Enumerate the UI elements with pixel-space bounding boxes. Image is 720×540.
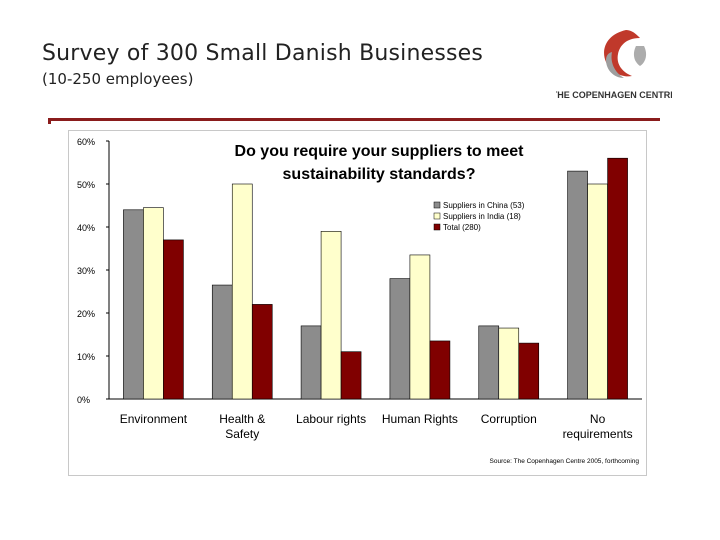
bar — [567, 170, 588, 400]
bar — [607, 157, 628, 400]
logo-mark-icon — [604, 30, 647, 78]
y-tick-label: 50% — [77, 180, 95, 190]
chart-title: Do you require your suppliers to meet — [235, 143, 525, 160]
bar — [231, 183, 253, 400]
bar — [251, 304, 273, 400]
chart-frame: 0% 10% 20% 30% 40% 50% 60% Environment Health & S… — [68, 130, 647, 476]
bar — [587, 183, 608, 400]
bar — [340, 351, 362, 400]
y-tick-label: 20% — [77, 309, 95, 319]
legend-label: Suppliers in China (53) — [443, 201, 525, 210]
legend-swatch — [433, 212, 441, 220]
legend-label: Suppliers in India (18) — [443, 212, 521, 221]
legend-swatch — [433, 201, 441, 209]
bar — [389, 278, 411, 400]
x-tick-label: Environment — [120, 412, 188, 426]
x-tick-label: Safety — [225, 427, 259, 441]
y-tick-label: 0% — [77, 395, 90, 405]
x-tick-label: No — [590, 412, 606, 426]
slide-title: Survey of 300 Small Danish Businesses — [42, 41, 484, 66]
bar-chart: 0%10%20%30%40%50%60%Environment Health &S… — [77, 137, 642, 465]
y-tick-label: 40% — [77, 223, 95, 233]
x-tick-label: Corruption — [481, 412, 537, 426]
bar — [409, 254, 431, 400]
title-divider-tick — [48, 118, 51, 124]
copenhagen-centre-logo: THE COPENHAGEN CENTRE — [556, 30, 672, 100]
bar — [300, 325, 322, 400]
x-tick-label: Human Rights — [382, 412, 458, 426]
y-tick-label: 10% — [77, 352, 95, 362]
slide-subtitle: (10-250 employees) — [42, 70, 194, 88]
bar — [518, 342, 540, 400]
legend-label: Total (280) — [443, 223, 481, 232]
title-divider — [48, 118, 660, 121]
bar — [320, 231, 342, 400]
bar — [429, 340, 451, 400]
bar — [123, 209, 144, 400]
bar — [163, 239, 184, 400]
bar — [211, 284, 233, 400]
y-tick-label: 60% — [77, 137, 95, 147]
bar — [143, 207, 164, 400]
x-tick-label: Labour rights — [296, 412, 366, 426]
bar — [498, 327, 520, 400]
legend-swatch — [433, 223, 441, 231]
x-tick-label: requirements — [563, 427, 633, 441]
chart-source: Source: The Copenhagen Centre 2005, fort… — [490, 458, 640, 465]
logo-wordmark: THE COPENHAGEN CENTRE — [556, 90, 672, 100]
chart-title: sustainability standards? — [283, 166, 476, 183]
x-tick-label: Health & — [219, 412, 265, 426]
legend-box — [430, 198, 552, 236]
bar — [478, 325, 500, 400]
y-tick-label: 30% — [77, 266, 95, 276]
